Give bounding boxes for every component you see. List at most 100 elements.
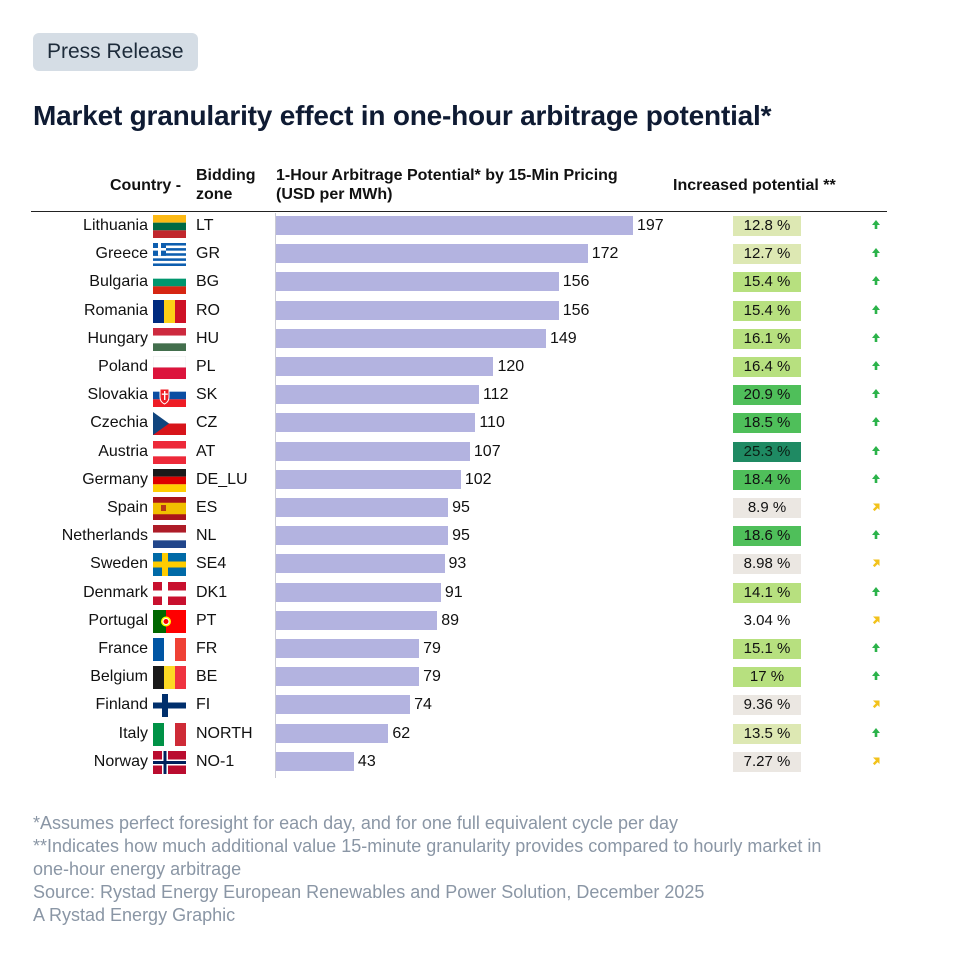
table-row: Norway NO-1 43 7.27 %	[0, 748, 960, 776]
increase-badge: 15.4 %	[733, 272, 801, 293]
header-potential: 1-Hour Arbitrage Potential* by 15-Min Pr…	[276, 166, 618, 204]
arrow-up-icon	[869, 387, 883, 401]
country-label: France	[98, 640, 148, 657]
country-label: Denmark	[83, 583, 148, 601]
bar-value-label: 79	[423, 668, 441, 686]
bar-value-label: 89	[441, 611, 460, 629]
increase-badge: 25.3 %	[733, 441, 801, 462]
increase-badge: 20.9 %	[733, 385, 801, 406]
bar	[276, 385, 479, 405]
bar	[276, 695, 411, 715]
fr-flag-icon	[153, 638, 186, 661]
bidding-zone-label: FI	[196, 696, 211, 714]
chart-title: Market granularity effect in one-hour ar…	[33, 100, 772, 131]
bar-value-label: 95	[452, 527, 470, 545]
header-potential-line2: (USD per MWh)	[276, 186, 393, 203]
arrow-up-right-icon	[869, 697, 883, 711]
arrow-up-icon	[869, 415, 883, 429]
arrow-up-icon	[869, 444, 883, 458]
country-label: Poland	[98, 358, 148, 375]
bar-value-label: 172	[591, 245, 619, 263]
bidding-zone-label: NL	[196, 527, 217, 545]
footnote-line: Source: Rystad Energy European Renewable…	[33, 882, 705, 902]
increase-badge: 16.1 %	[733, 328, 801, 349]
bar	[276, 357, 494, 376]
footnote-line: **Indicates how much additional value 15…	[33, 836, 822, 856]
increase-badge: 13.5 %	[733, 723, 801, 744]
bar-value-label: 120	[497, 358, 525, 375]
bar-value-label: 62	[392, 724, 411, 742]
bidding-zone-label: HU	[196, 329, 220, 347]
bar-value-label: 156	[562, 273, 590, 291]
bidding-zone-label: FR	[196, 640, 218, 657]
bidding-zone-label: NORTH	[196, 724, 253, 742]
cz-flag-icon	[153, 412, 186, 436]
arrow-up-right-icon	[869, 500, 883, 514]
country-label: Norway	[93, 752, 148, 770]
table-row: Romania RO 156 15.4 %	[0, 297, 960, 325]
bar-axis-line	[275, 213, 276, 778]
bidding-zone-label: BE	[196, 668, 218, 686]
bg-flag-icon	[153, 271, 186, 295]
bidding-zone-label: SK	[196, 386, 218, 404]
bidding-zone-label: PL	[196, 358, 216, 375]
fi-flag-icon	[153, 694, 186, 718]
footnote-line: A Rystad Energy Graphic	[33, 905, 236, 925]
bar-value-label: 102	[464, 470, 492, 488]
arrow-up-icon	[869, 218, 883, 232]
table-row: Belgium BE 79 17 %	[0, 663, 960, 691]
header-bidding-zone: Bidding zone	[196, 166, 256, 204]
bidding-zone-label: SE4	[196, 555, 227, 573]
table-row: Slovakia SK 112 20.9 %	[0, 381, 960, 409]
country-label: Netherlands	[61, 527, 148, 545]
country-label: Sweden	[90, 555, 148, 573]
increase-badge: 12.8 %	[733, 216, 801, 236]
header-bidding-zone-line2: zone	[196, 186, 233, 203]
table-row: Denmark DK1 91 14.1 %	[0, 579, 960, 607]
pl-flag-icon	[153, 356, 186, 379]
bar	[276, 413, 476, 433]
bar-value-label: 112	[482, 386, 509, 404]
bar-value-label: 74	[414, 696, 432, 714]
table-row: Finland FI 74 9.36 %	[0, 691, 960, 719]
bar	[276, 582, 441, 602]
bidding-zone-label: DE_LU	[196, 470, 248, 488]
increase-badge: 18.5 %	[733, 413, 801, 434]
footnote-line: one-hour energy arbitrage	[33, 859, 242, 879]
bar-value-label: 93	[448, 555, 467, 573]
arrow-up-right-icon	[869, 556, 883, 570]
bar-value-label: 110	[479, 414, 505, 432]
table-row: Bulgaria BG 156 15.4 %	[0, 268, 960, 296]
table-row: Hungary HU 149 16.1 %	[0, 325, 960, 353]
country-label: Finland	[95, 696, 148, 714]
arrow-up-right-icon	[869, 754, 883, 768]
de-flag-icon	[153, 468, 186, 492]
increase-badge: 12.7 %	[733, 244, 801, 265]
bidding-zone-label: NO-1	[196, 752, 235, 770]
header-potential-line1: 1-Hour Arbitrage Potential* by 15-Min Pr…	[276, 167, 618, 184]
bidding-zone-label: ES	[196, 499, 218, 516]
table-row: Netherlands NL 95 18.6 %	[0, 522, 960, 550]
bar	[276, 216, 633, 235]
country-label: Spain	[107, 499, 148, 516]
country-label: Austria	[98, 442, 148, 460]
pt-flag-icon	[153, 609, 186, 633]
increase-badge: 18.6 %	[733, 526, 801, 547]
arrow-up-icon	[869, 303, 883, 317]
bar	[276, 526, 449, 546]
bar	[276, 751, 354, 771]
bar-value-label: 79	[423, 640, 441, 657]
increase-badge: 18.4 %	[733, 469, 801, 490]
gr-flag-icon	[153, 243, 186, 267]
country-label: Germany	[82, 470, 148, 488]
increase-badge: 17 %	[733, 667, 801, 688]
bidding-zone-label: PT	[196, 611, 217, 629]
country-label: Hungary	[87, 329, 148, 347]
country-label: Greece	[95, 245, 148, 263]
arrow-up-icon	[869, 528, 883, 542]
table-row: Germany DE_LU 102 18.4 %	[0, 466, 960, 494]
no-flag-icon	[153, 750, 186, 774]
bar-value-label: 197	[637, 217, 664, 234]
bar	[276, 328, 546, 348]
bar-value-label: 91	[444, 583, 463, 601]
